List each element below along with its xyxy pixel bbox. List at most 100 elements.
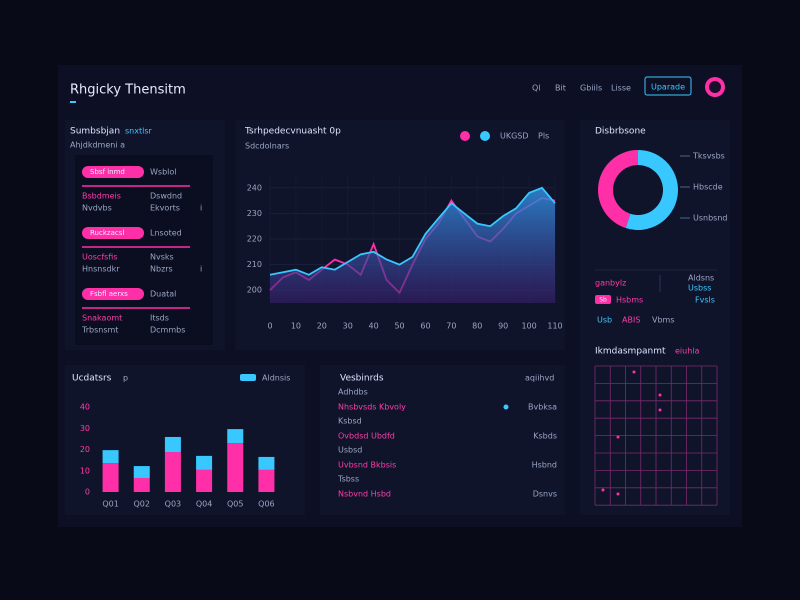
- grid-dot: [616, 435, 620, 439]
- nav-item[interactable]: Gbiils: [580, 84, 602, 93]
- grid-panel: [594, 365, 718, 506]
- panel: [320, 365, 565, 515]
- x-tick-label: 10: [291, 322, 301, 331]
- y-tick-label: 10: [80, 466, 90, 475]
- x-tick-label: Q05: [227, 500, 243, 509]
- badge-label: Sb: [599, 297, 607, 304]
- panel: [65, 365, 305, 515]
- pill: [82, 166, 144, 178]
- x-tick-label: 0: [267, 322, 272, 331]
- bar-segment: [196, 455, 213, 470]
- grid-dot: [658, 408, 662, 412]
- stat-label: ganbylz: [595, 279, 626, 288]
- row-value: Bvbksa: [528, 403, 557, 412]
- x-tick-label: 50: [394, 322, 404, 331]
- stat-text: Usbss: [688, 284, 711, 293]
- x-tick-label: 100: [521, 322, 536, 331]
- stat-text: Vbms: [652, 316, 675, 325]
- item-row: Bsbdmeis: [82, 192, 121, 201]
- upgrade-button[interactable]: [644, 76, 692, 96]
- legend-label: UKGSD: [500, 132, 529, 141]
- pill-label: Sbsf inmd: [90, 168, 125, 176]
- stat-text: Fvsls: [695, 296, 715, 305]
- donut-label: Hbscde: [693, 183, 723, 192]
- donut-segment: [625, 150, 679, 230]
- pill-label: Ruckzacsl: [90, 229, 124, 237]
- item-row: Nvsks: [150, 253, 174, 262]
- pill: [82, 227, 144, 239]
- row-value: Hsbnd: [532, 461, 557, 470]
- y-tick-label: 210: [247, 260, 262, 269]
- panel-title: Vesbinrds: [340, 374, 384, 384]
- x-tick-label: Q06: [258, 500, 274, 509]
- x-tick-label: 70: [446, 322, 456, 331]
- nav-item[interactable]: Ql: [532, 84, 541, 93]
- nav-item[interactable]: Lisse: [611, 84, 631, 93]
- button-label[interactable]: Uparade: [651, 83, 685, 92]
- panel-accent: eiuhla: [675, 347, 700, 356]
- x-tick-label: 110: [547, 322, 562, 331]
- x-tick-label: Q03: [165, 500, 181, 509]
- x-tick-label: 80: [472, 322, 482, 331]
- panel-title: Sumbsbjan: [70, 127, 120, 137]
- bar-segment: [258, 469, 275, 492]
- row-label: Ksbsd: [338, 417, 362, 426]
- y-tick-label: 40: [80, 403, 90, 412]
- chart-subtitle: Sdcdolnars: [245, 142, 289, 151]
- x-tick-label: 40: [369, 322, 379, 331]
- panel-accent: snxtlsr: [125, 127, 153, 136]
- bar-segment: [227, 443, 244, 492]
- y-tick-label: 230: [247, 209, 262, 218]
- y-tick-label: 220: [247, 235, 262, 244]
- x-tick-label: 60: [420, 322, 430, 331]
- stat-text: ABIS: [622, 316, 640, 325]
- x-tick-label: 20: [317, 322, 327, 331]
- bar-segment: [258, 456, 275, 470]
- chart-title: Disbrbsone: [595, 127, 646, 137]
- bar-segment: [196, 469, 213, 492]
- stat-text: Aldsns: [688, 274, 714, 283]
- legend-swatch: [240, 374, 256, 381]
- legend-label: Aldnsis: [262, 374, 290, 383]
- bar-segment: [102, 463, 119, 492]
- avatar-inner: [709, 81, 721, 93]
- x-tick-label: Q04: [196, 500, 212, 509]
- stat-text: Usb: [597, 316, 612, 325]
- item-side: Lnsoted: [150, 229, 182, 238]
- bar-segment: [227, 429, 244, 444]
- y-tick-label: 30: [80, 424, 90, 433]
- panel-title: Ikmdasmpanmt: [595, 347, 666, 357]
- y-tick-label: 240: [247, 183, 262, 192]
- row-label: Usbsd: [338, 446, 362, 455]
- item-row: Uoscfsfis: [82, 253, 118, 262]
- line: [269, 186, 556, 276]
- donut-label: Tksvsbs: [692, 152, 725, 161]
- x-tick-label: 30: [343, 322, 353, 331]
- item-row: i: [200, 204, 202, 213]
- y-tick-label: 200: [247, 286, 262, 295]
- badge: [595, 295, 611, 304]
- chart-title: Tsrhpedecvnuasht 0p: [244, 127, 341, 137]
- row-label: Adhdbs: [338, 388, 368, 397]
- bar-segment: [164, 452, 181, 492]
- area: [270, 187, 555, 303]
- item-row: Trbsnsmt: [81, 326, 118, 335]
- item-row: Nbzrs: [150, 265, 173, 274]
- legend-dot: [480, 131, 490, 141]
- item-row: Itsds: [150, 314, 169, 323]
- grid-dot: [632, 370, 636, 374]
- panel-accent: aqiihvd: [525, 374, 554, 383]
- donut-label: Usnbsnd: [693, 214, 728, 223]
- grid-dot: [658, 393, 662, 397]
- nav-item[interactable]: Bit: [555, 84, 566, 93]
- item-side: Wsblol: [150, 168, 177, 177]
- x-tick-label: Q01: [102, 500, 118, 509]
- row-text: Uvbsnd Bkbsis: [338, 461, 396, 470]
- item-row: Ekvorts: [150, 204, 180, 213]
- x-tick-label: Q02: [134, 500, 150, 509]
- item-row: Dcmmbs: [150, 326, 185, 335]
- donut-segment: [598, 150, 638, 229]
- item-row: i: [200, 265, 202, 274]
- bar-segment: [133, 466, 150, 478]
